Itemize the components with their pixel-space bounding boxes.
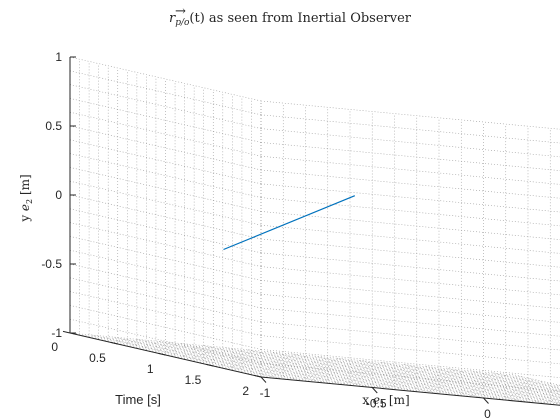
y-axis-label: y e2 [m]	[18, 174, 34, 222]
back-wall-grid-line	[260, 280, 560, 309]
back-wall-grid-line	[260, 100, 560, 130]
back-wall-grid-line	[260, 335, 560, 365]
floor-grid-line	[108, 341, 554, 385]
title-arrow-accent: →	[175, 4, 186, 19]
time-tick-mark	[62, 330, 71, 334]
y-tick-label: 1	[55, 50, 62, 64]
back-wall-grid-line	[260, 362, 560, 392]
back-wall-grid-line	[260, 155, 560, 185]
back-wall-grid-line	[260, 211, 560, 240]
time-tick-label: 2	[242, 384, 249, 398]
back-wall-grid-line	[260, 321, 560, 351]
time-tick-mark	[110, 341, 118, 345]
title-subscript: p/o	[175, 18, 190, 28]
series-layer	[223, 195, 356, 251]
x-tick-mark	[483, 397, 489, 404]
back-wall-grid-line	[260, 252, 560, 282]
back-wall-grid-line	[260, 142, 560, 171]
x-axis-label-prefix: x	[362, 393, 373, 407]
time-tick-label: 1	[147, 362, 154, 376]
title-suffix: (t) as seen from Inertial Observer	[189, 11, 411, 26]
chart-title: rp/o(t) as seen from Inertial Observer	[169, 11, 412, 28]
floor-grid-line	[165, 354, 560, 393]
y-tick-label: -0.5	[41, 257, 62, 271]
series-line	[223, 195, 356, 251]
grid	[69, 56, 560, 406]
y-axis-label-unit: e	[18, 204, 32, 211]
x-tick-mark	[260, 376, 267, 383]
floor-grid-line	[146, 350, 560, 390]
x-axis-label: x e1 [m]	[362, 393, 409, 409]
time-tick-label: 0	[51, 340, 58, 354]
x-axis-label-unit: e	[373, 393, 380, 407]
y-axis-label-suffix: [m]	[18, 174, 32, 199]
back-wall-grid-line	[260, 169, 560, 199]
y-tick-label: -1	[51, 326, 62, 340]
x-tick-mark	[371, 387, 378, 394]
floor-grid-line	[69, 332, 516, 376]
floor-grid-line	[98, 339, 544, 382]
title-vector-r: r	[169, 11, 176, 26]
time-tick-mark	[206, 363, 214, 367]
y-axis-label-prefix: y	[18, 211, 32, 223]
back-wall-grid-line	[260, 238, 560, 268]
back-wall-grid-line	[260, 183, 560, 213]
back-wall-grid-line	[260, 197, 560, 227]
back-wall-grid-line	[260, 128, 560, 158]
time-tick-label: 0.5	[89, 351, 106, 365]
floor-grid-line	[89, 337, 535, 380]
time-tick-label: 1.5	[185, 373, 202, 387]
x-tick-label: -1	[260, 386, 271, 400]
back-wall-grid-line	[260, 293, 560, 323]
x-tick-label: -0.5	[366, 397, 387, 411]
x-tick-label: 0	[484, 407, 491, 420]
time-axis-label: Time [s]	[115, 392, 161, 407]
floor-grid-line	[155, 352, 560, 392]
y-tick-label: 0.5	[45, 119, 62, 133]
back-wall-grid-line	[260, 224, 560, 254]
floor-grid-line	[79, 334, 525, 378]
floor-grid-line	[117, 343, 560, 387]
side-wall-grid-line	[69, 111, 262, 157]
x-axis-label-suffix: [m]	[385, 393, 410, 407]
time-tick-mark	[253, 374, 262, 378]
floor-grid-line	[403, 364, 560, 401]
y-tick-label: 0	[55, 188, 62, 202]
back-wall-grid-line	[260, 307, 560, 337]
axes-box	[62, 56, 560, 406]
back-wall-grid-line	[260, 266, 560, 296]
time-tick-mark	[158, 352, 166, 356]
y-axis-label-unit-sub: 2	[25, 199, 34, 204]
floor-grid-line	[175, 356, 560, 394]
floor-grid-line	[136, 348, 560, 389]
x-axis-label-unit-sub: 1	[380, 400, 385, 409]
back-wall-grid-line	[260, 114, 560, 144]
side-wall-grid-line	[69, 180, 262, 226]
side-wall-grid-line	[69, 56, 262, 102]
floor-grid-line	[127, 345, 560, 388]
floor-grid-line	[184, 359, 560, 396]
side-wall-grid-line	[69, 84, 262, 129]
